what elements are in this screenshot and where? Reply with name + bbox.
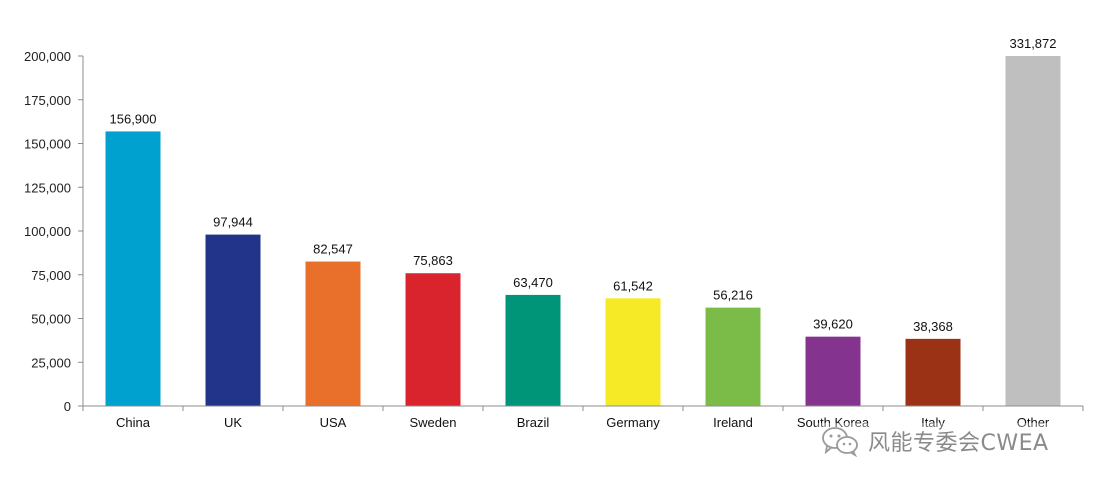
y-tick-label: 0 <box>64 399 71 414</box>
x-tick-label: Brazil <box>517 415 550 430</box>
y-axis-ticks: 0 25,000 50,000 75,000 100,000 125,000 150,000… <box>24 49 1084 414</box>
bar-value-label: 75,863 <box>413 253 453 268</box>
bar-value-label: 156,900 <box>110 111 157 126</box>
bar-italy <box>905 338 961 406</box>
bar-value-label: 56,216 <box>713 288 753 303</box>
watermark: 风能专委会CWEA <box>816 423 1053 459</box>
x-tick-label: Sweden <box>410 415 457 430</box>
x-tick-label: Italy <box>921 415 945 430</box>
x-tick-label: China <box>116 415 151 430</box>
bar-ireland <box>705 307 761 406</box>
y-tick-label: 125,000 <box>24 180 71 195</box>
bar-value-label: 61,542 <box>613 278 653 293</box>
bar-south-korea <box>805 336 861 406</box>
x-tick-label: South Korea <box>797 415 870 430</box>
wechat-icon <box>822 427 858 457</box>
bar-value-label: 331,872 <box>1010 36 1057 51</box>
bar-germany <box>605 298 661 406</box>
x-tick-label: Other <box>1017 415 1050 430</box>
y-tick-label: 100,000 <box>24 224 71 239</box>
value-labels: 156,900 97,944 82,547 75,863 63,470 61,542 56,… <box>110 36 1057 334</box>
x-axis-labels: China UK USA Sweden Brazil Germany Ireland Sout… <box>116 415 1050 430</box>
bar-value-label: 39,620 <box>813 317 853 332</box>
x-tick-label: USA <box>320 415 347 430</box>
bar-usa <box>305 261 361 406</box>
bar-value-label: 38,368 <box>913 319 953 334</box>
bar-value-label: 63,470 <box>513 275 553 290</box>
y-tick-label: 25,000 <box>31 355 71 370</box>
bar-other <box>1005 56 1061 406</box>
bar-value-label: 82,547 <box>313 242 353 257</box>
x-tick-label: Germany <box>606 415 660 430</box>
y-tick-label: 175,000 <box>24 93 71 108</box>
y-tick-label: 150,000 <box>24 137 71 152</box>
bars <box>105 56 1061 407</box>
y-tick-label: 200,000 <box>24 49 71 64</box>
bar-china <box>105 131 161 407</box>
bar-uk <box>205 234 261 406</box>
bar-sweden <box>405 273 461 406</box>
x-tick-label: Ireland <box>713 415 753 430</box>
bar-value-label: 97,944 <box>213 215 253 230</box>
x-tick-label: UK <box>224 415 242 430</box>
bar-brazil <box>505 294 561 406</box>
watermark-text: 风能专委会CWEA <box>868 431 1049 456</box>
y-tick-label: 50,000 <box>31 312 71 327</box>
y-tick-label: 75,000 <box>31 268 71 283</box>
